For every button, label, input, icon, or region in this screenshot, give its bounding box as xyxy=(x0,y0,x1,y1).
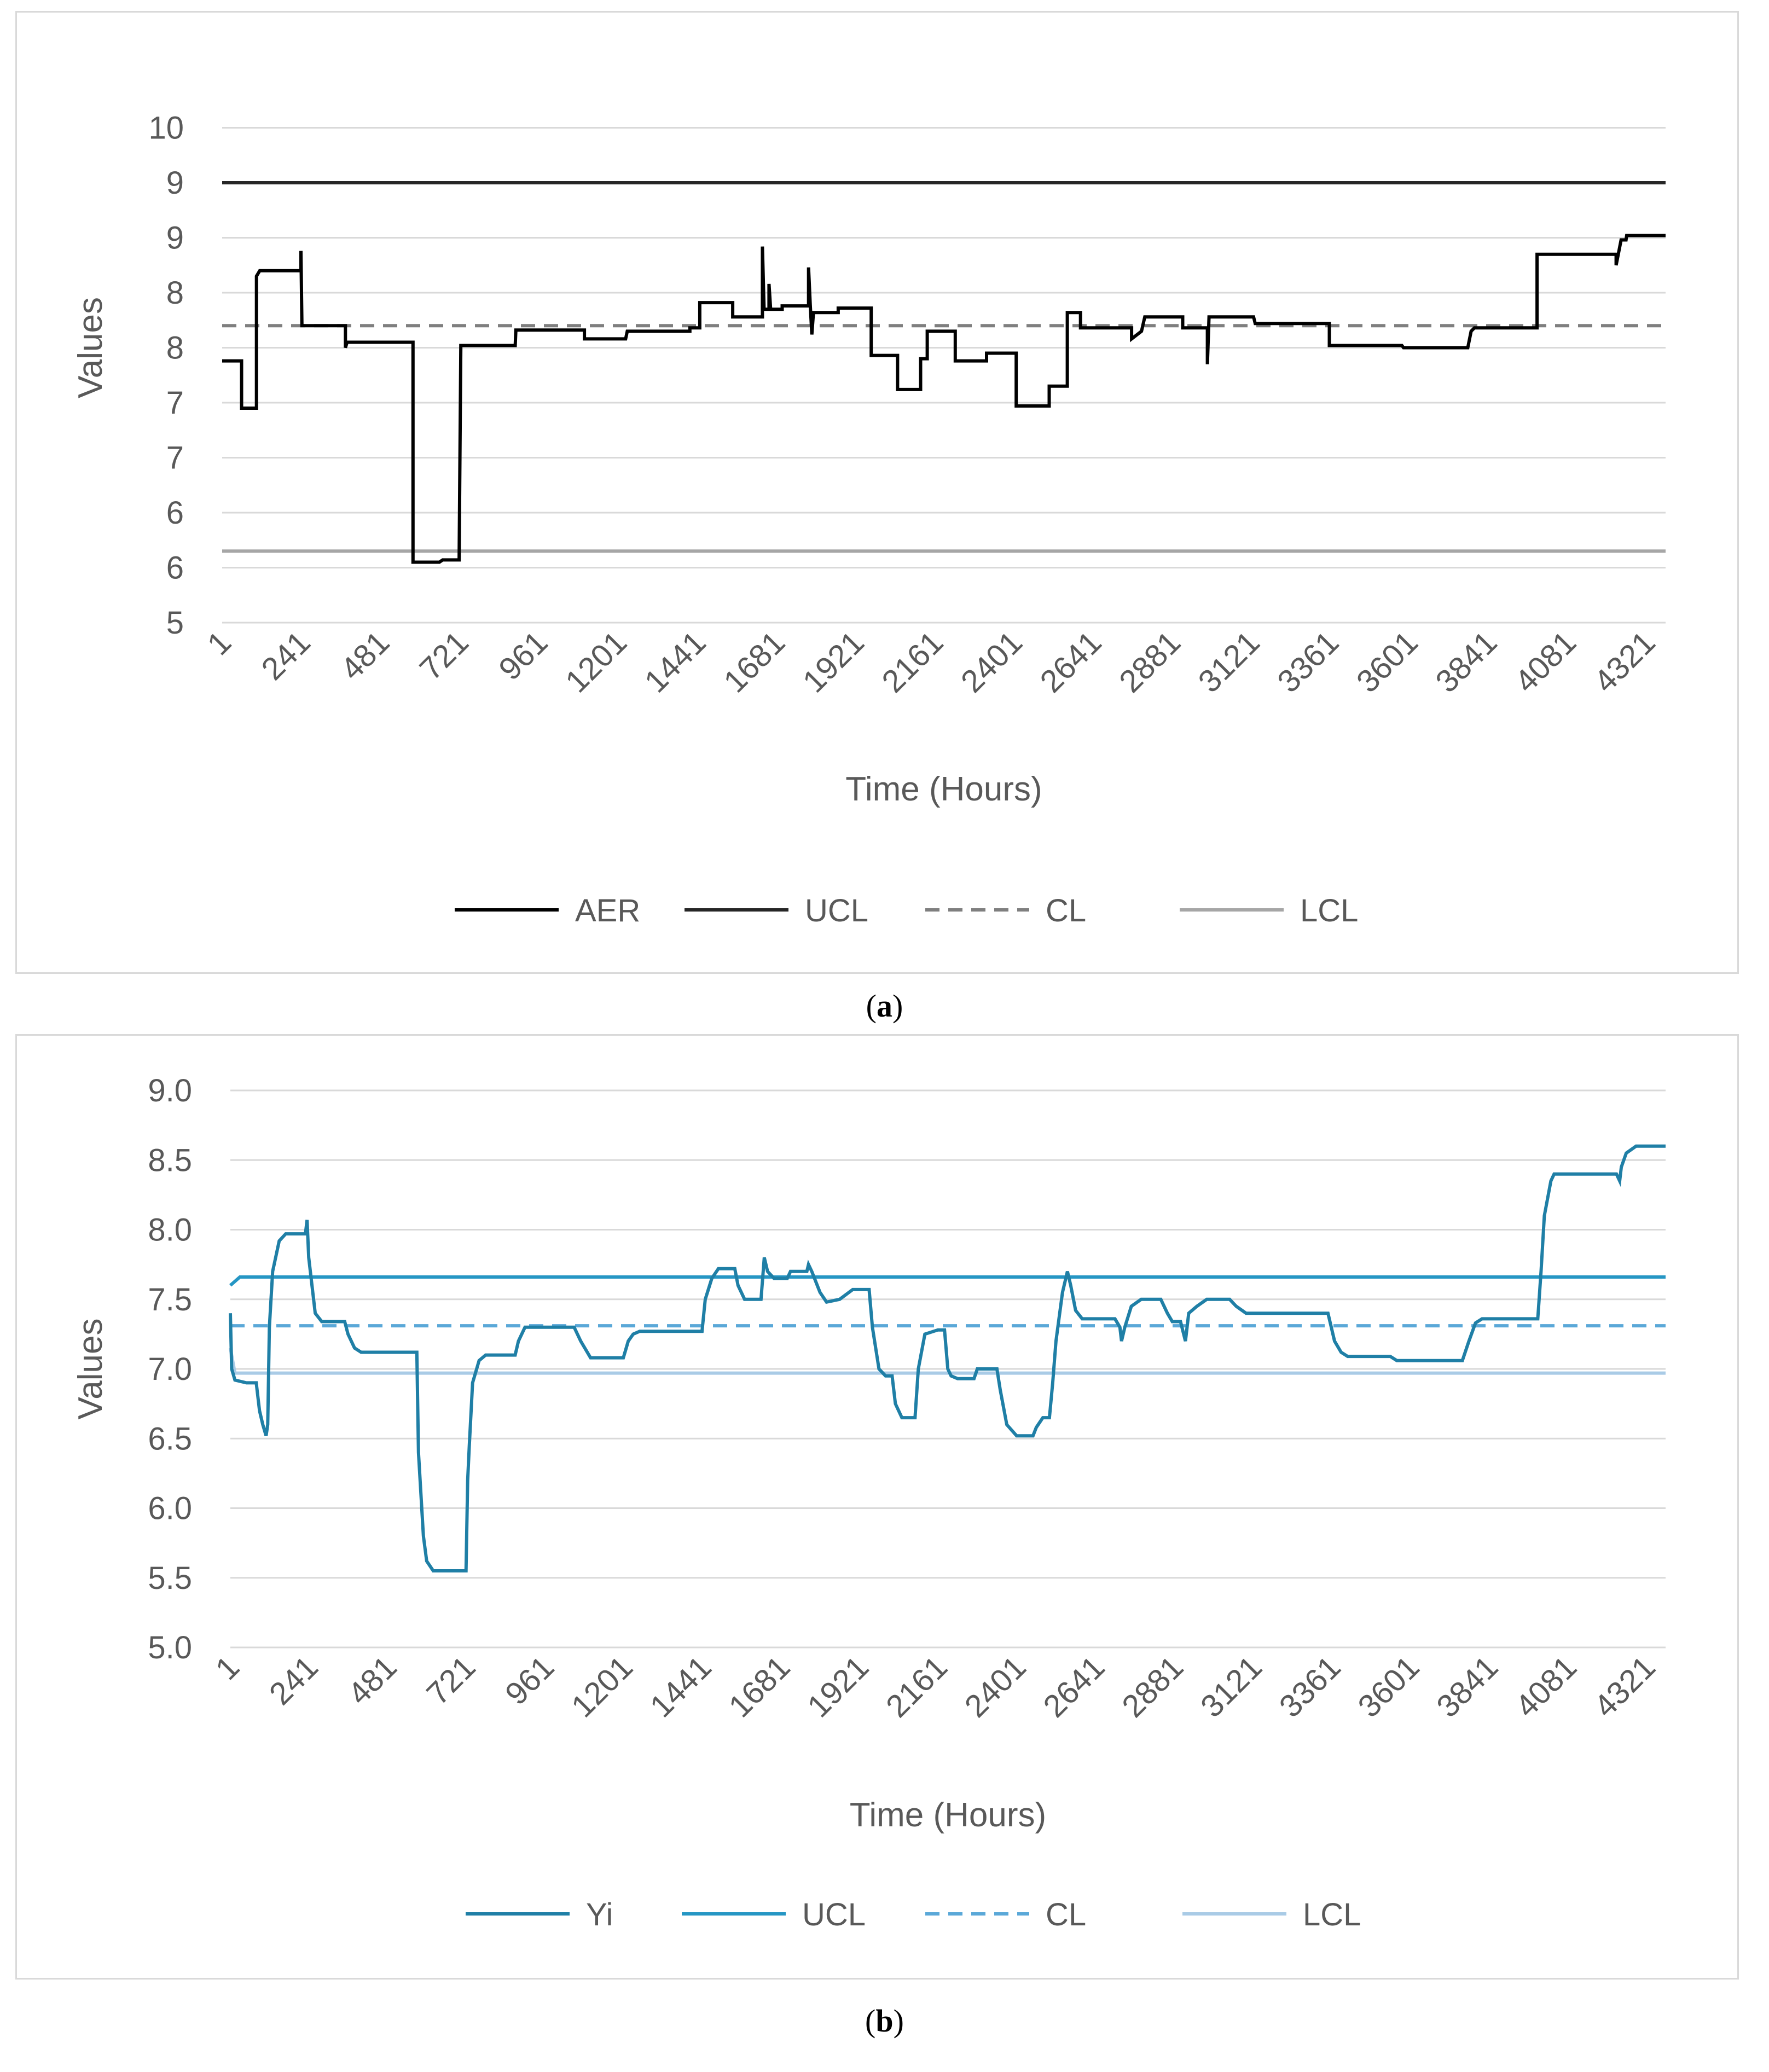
x-tick-label: 1 xyxy=(208,1649,246,1687)
y-tick-label: 7.0 xyxy=(148,1351,192,1387)
x-tick-label: 241 xyxy=(254,624,317,687)
x-tick-label: 2881 xyxy=(1112,624,1187,699)
y-axis-title: Values xyxy=(72,1319,109,1420)
x-tick-label: 721 xyxy=(413,624,475,687)
x-tick-label: 2641 xyxy=(1033,624,1108,699)
caption-b-letter: b xyxy=(875,2003,894,2039)
y-tick-label: 6.0 xyxy=(148,1491,192,1527)
legend-label-cl: CL xyxy=(1046,893,1086,928)
legend-label-ucl: UCL xyxy=(802,1897,866,1932)
x-tick-label: 1681 xyxy=(717,624,792,699)
x-tick-label: 3841 xyxy=(1429,624,1504,699)
y-tick-label: 9 xyxy=(166,220,184,256)
x-axis-title: Time (Hours) xyxy=(845,770,1042,808)
x-tick-label: 2881 xyxy=(1115,1649,1190,1724)
x-tick-label: 4321 xyxy=(1587,624,1662,699)
chart-panel-b: 5.0 5.5 6.0 6.5 7.0 7.5 8.0 8.5 9.0 1 241 481 721 961… xyxy=(15,1034,1739,1980)
caption-a-letter: a xyxy=(877,988,892,1024)
series-yi-line xyxy=(229,1144,1666,1572)
y-tick-label: 9 xyxy=(166,165,184,201)
y-tick-label: 8 xyxy=(166,275,184,311)
y-tick-label: 6 xyxy=(166,495,184,531)
chart-b-svg: 5.0 5.5 6.0 6.5 7.0 7.5 8.0 8.5 9.0 1 241 481 721 961… xyxy=(72,1073,1666,1932)
chart-panel-a: 5 6 6 7 7 8 8 9 9 10 1 241 481 721 961 1201 1441 1681 1921… xyxy=(15,11,1739,974)
caption-b: (b) xyxy=(865,2003,904,2039)
x-tick-label: 4081 xyxy=(1508,624,1583,699)
x-tick-label: 1921 xyxy=(796,624,871,699)
x-tick-label: 1441 xyxy=(637,624,712,699)
x-tick-label: 3361 xyxy=(1273,1649,1348,1724)
legend-label-cl: CL xyxy=(1046,1897,1086,1932)
legend-label-lcl: LCL xyxy=(1300,893,1358,928)
chart-a-svg: 5 6 6 7 7 8 8 9 9 10 1 241 481 721 961 1201 1441 1681 1921… xyxy=(72,111,1666,928)
series-ucl-line xyxy=(229,1275,1666,1287)
y-tick-label: 6.5 xyxy=(148,1421,192,1456)
x-tick-label: 3601 xyxy=(1351,1649,1426,1724)
legend-label-aer: AER xyxy=(575,893,640,928)
legend-label-yi: Yi xyxy=(586,1897,613,1932)
x-tick-label: 721 xyxy=(420,1649,482,1711)
x-tick-label: 241 xyxy=(263,1649,325,1711)
y-tick-label: 7 xyxy=(166,440,184,476)
y-tick-label: 7 xyxy=(166,385,184,421)
x-tick-label: 1921 xyxy=(801,1649,875,1724)
x-tick-label: 2401 xyxy=(954,624,1029,699)
series-aer-line xyxy=(222,234,1666,564)
x-tick-label: 481 xyxy=(334,624,396,687)
x-tick-label: 481 xyxy=(341,1649,403,1711)
x-tick-label: 3841 xyxy=(1430,1649,1505,1724)
y-tick-label: 9.0 xyxy=(148,1073,192,1108)
y-tick-label: 8 xyxy=(166,330,184,366)
x-tick-label: 1681 xyxy=(722,1649,797,1724)
x-tick-label: 2401 xyxy=(958,1649,1033,1724)
x-tick-label: 4321 xyxy=(1587,1649,1662,1724)
y-tick-label: 5.0 xyxy=(148,1630,192,1665)
x-tick-label: 3601 xyxy=(1350,624,1425,699)
y-axis-title: Values xyxy=(72,297,109,398)
x-tick-label: 3121 xyxy=(1192,624,1267,699)
x-tick-label: 1201 xyxy=(565,1649,640,1724)
x-tick-label: 961 xyxy=(492,624,554,687)
x-tick-label: 1201 xyxy=(559,624,634,699)
y-tick-label: 8.0 xyxy=(148,1212,192,1248)
y-tick-label: 7.5 xyxy=(148,1282,192,1318)
legend-label-lcl: LCL xyxy=(1303,1897,1361,1932)
legend-label-ucl: UCL xyxy=(805,893,868,928)
x-tick-label: 1 xyxy=(200,624,238,662)
y-tick-label: 5 xyxy=(166,605,184,641)
x-tick-label: 1441 xyxy=(643,1649,718,1724)
x-tick-label: 2641 xyxy=(1036,1649,1111,1724)
x-tick-label: 4081 xyxy=(1509,1649,1584,1724)
x-tick-label: 961 xyxy=(498,1649,561,1711)
caption-a: (a) xyxy=(866,988,903,1024)
x-tick-label: 2161 xyxy=(875,624,950,699)
x-tick-label: 2161 xyxy=(879,1649,954,1724)
y-tick-label: 5.5 xyxy=(148,1560,192,1596)
x-tick-label: 3121 xyxy=(1194,1649,1269,1724)
y-tick-label: 8.5 xyxy=(148,1142,192,1178)
y-tick-label: 6 xyxy=(166,550,184,586)
x-axis-title: Time (Hours) xyxy=(850,1796,1046,1834)
x-tick-label: 3361 xyxy=(1271,624,1345,699)
y-tick-label: 10 xyxy=(148,111,184,146)
